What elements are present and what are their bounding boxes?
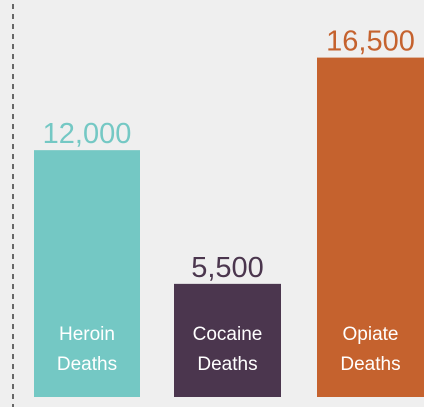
category-label-2-line-1: Cocaine xyxy=(193,324,263,345)
category-label-3-line-1: Opiate xyxy=(343,324,399,345)
category-label-1-line-1: Heroin xyxy=(59,324,115,345)
value-label-1: 12,000 xyxy=(43,118,132,150)
value-label-2: 5,500 xyxy=(191,252,264,284)
bar-3 xyxy=(317,57,424,397)
category-label-3-line-2: Deaths xyxy=(340,354,400,375)
bar-1 xyxy=(34,150,140,397)
category-label-1-line-2: Deaths xyxy=(57,354,117,375)
bar-2 xyxy=(174,283,281,397)
value-label-3: 16,500 xyxy=(326,26,415,58)
category-label-2-line-2: Deaths xyxy=(197,354,257,375)
bars-group: 12,000 Heroin Deaths 5,500 Cocaine Deaths 16,5… xyxy=(34,26,424,397)
